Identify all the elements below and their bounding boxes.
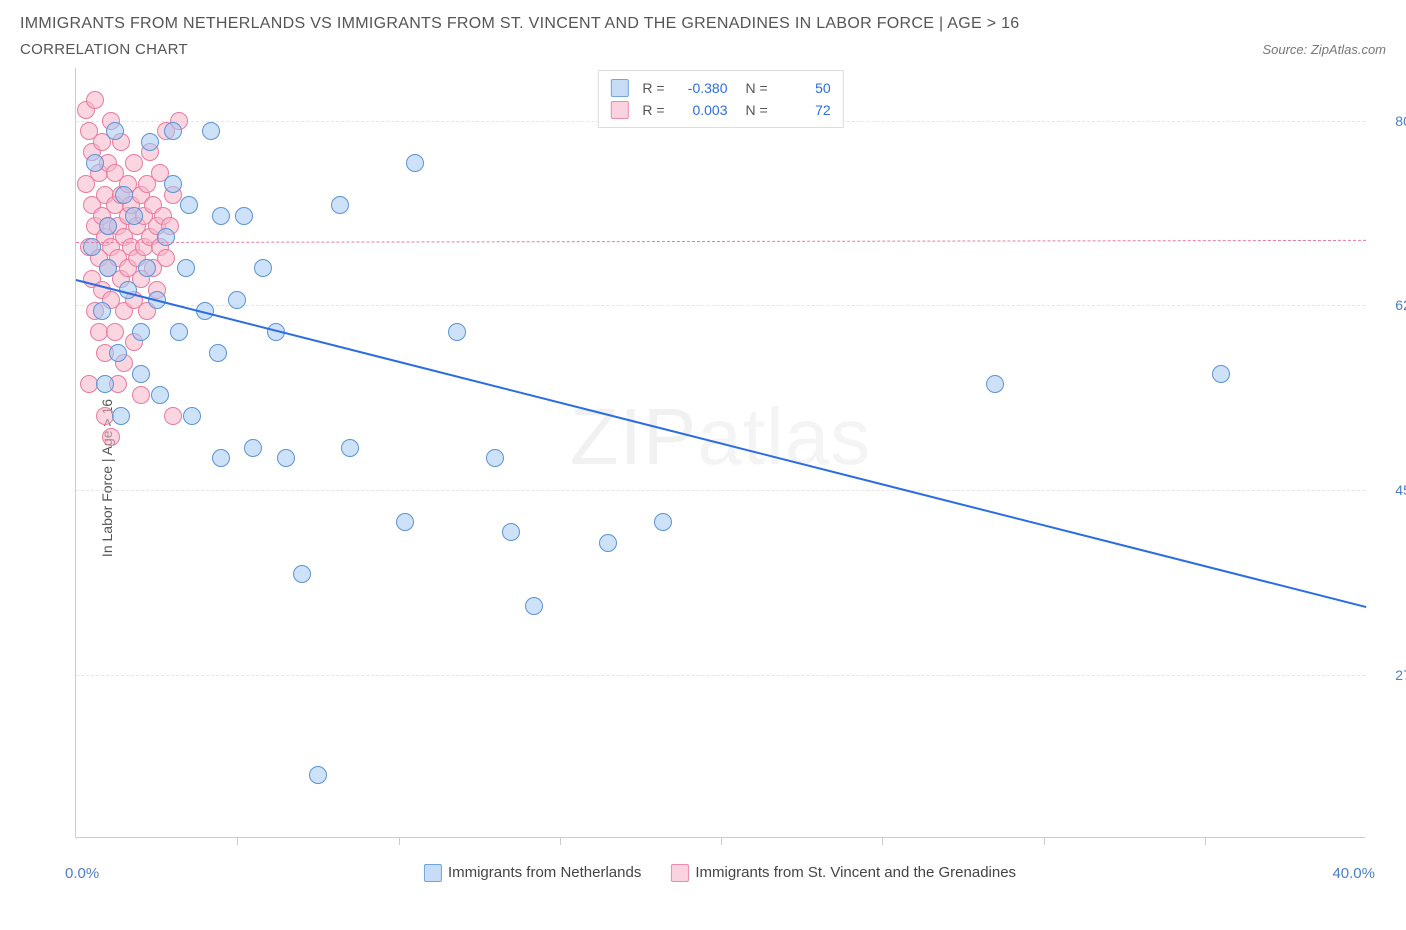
scatter-point	[277, 449, 295, 467]
gridline	[76, 675, 1365, 676]
correlation-legend-box: R = -0.380 N = 50 R = 0.003 N = 72	[597, 70, 843, 128]
scatter-point	[212, 207, 230, 225]
scatter-point	[86, 91, 104, 109]
scatter-point	[170, 323, 188, 341]
legend-item-2: Immigrants from St. Vincent and the Gren…	[671, 864, 1016, 882]
bottom-legend: Immigrants from Netherlands Immigrants f…	[424, 864, 1016, 882]
chart-subtitle: CORRELATION CHART	[20, 41, 188, 58]
scatter-point	[183, 407, 201, 425]
legend-label-1: Immigrants from Netherlands	[448, 864, 641, 881]
legend-label-2: Immigrants from St. Vincent and the Gren…	[695, 864, 1016, 881]
scatter-point	[157, 249, 175, 267]
scatter-point	[164, 175, 182, 193]
scatter-point	[151, 386, 169, 404]
scatter-point	[141, 133, 159, 151]
x-tick	[399, 837, 400, 845]
scatter-point	[125, 154, 143, 172]
scatter-point	[96, 375, 114, 393]
scatter-point	[448, 323, 466, 341]
stat-value-r-2: 0.003	[673, 102, 728, 118]
scatter-point	[212, 449, 230, 467]
scatter-point	[209, 344, 227, 362]
x-tick	[721, 837, 722, 845]
scatter-point	[132, 323, 150, 341]
scatter-point	[228, 291, 246, 309]
stat-row-series-2: R = 0.003 N = 72	[610, 99, 830, 121]
plot-area: ZIPatlas R = -0.380 N = 50 R = 0.003 N =…	[75, 68, 1365, 838]
scatter-point	[654, 513, 672, 531]
stat-label-r: R =	[642, 102, 664, 118]
stat-label-r: R =	[642, 80, 664, 96]
scatter-point	[525, 597, 543, 615]
source-attribution: Source: ZipAtlas.com	[1262, 42, 1386, 57]
scatter-point	[157, 228, 175, 246]
y-tick-label: 62.5%	[1375, 297, 1406, 313]
swatch-legend-2	[671, 864, 689, 882]
scatter-point	[986, 375, 1004, 393]
chart-container: In Labor Force | Age > 16 ZIPatlas R = -…	[20, 68, 1386, 888]
scatter-point	[244, 439, 262, 457]
y-tick-label: 80.0%	[1375, 113, 1406, 129]
stat-label-n: N =	[746, 80, 768, 96]
subtitle-row: CORRELATION CHART Source: ZipAtlas.com	[20, 41, 1386, 58]
scatter-point	[132, 365, 150, 383]
x-axis-min-label: 0.0%	[65, 865, 99, 882]
scatter-point	[180, 196, 198, 214]
trend-line	[76, 279, 1366, 608]
scatter-point	[106, 122, 124, 140]
scatter-point	[164, 407, 182, 425]
trend-line	[76, 240, 1366, 243]
swatch-series-1	[610, 79, 628, 97]
scatter-point	[341, 439, 359, 457]
swatch-legend-1	[424, 864, 442, 882]
scatter-point	[164, 122, 182, 140]
scatter-point	[1212, 365, 1230, 383]
scatter-point	[112, 407, 130, 425]
x-tick	[1205, 837, 1206, 845]
scatter-point	[86, 154, 104, 172]
x-tick	[882, 837, 883, 845]
scatter-point	[502, 523, 520, 541]
gridline	[76, 490, 1365, 491]
stat-value-n-2: 72	[776, 102, 831, 118]
stat-value-r-1: -0.380	[673, 80, 728, 96]
scatter-point	[115, 186, 133, 204]
chart-title: IMMIGRANTS FROM NETHERLANDS VS IMMIGRANT…	[20, 15, 1386, 33]
scatter-point	[486, 449, 504, 467]
scatter-point	[293, 565, 311, 583]
x-tick	[560, 837, 561, 845]
legend-item-1: Immigrants from Netherlands	[424, 864, 641, 882]
scatter-point	[406, 154, 424, 172]
scatter-point	[331, 196, 349, 214]
scatter-point	[138, 259, 156, 277]
y-tick-label: 27.5%	[1375, 667, 1406, 683]
scatter-point	[93, 302, 111, 320]
scatter-point	[125, 207, 143, 225]
y-tick-label: 45.0%	[1375, 482, 1406, 498]
scatter-point	[235, 207, 253, 225]
scatter-point	[396, 513, 414, 531]
scatter-point	[254, 259, 272, 277]
scatter-point	[106, 323, 124, 341]
scatter-point	[109, 344, 127, 362]
swatch-series-2	[610, 101, 628, 119]
scatter-point	[102, 428, 120, 446]
x-axis-max-label: 40.0%	[1332, 865, 1375, 882]
stat-label-n: N =	[746, 102, 768, 118]
scatter-point	[132, 386, 150, 404]
scatter-point	[99, 259, 117, 277]
x-tick	[237, 837, 238, 845]
x-tick	[1044, 837, 1045, 845]
x-axis-row: 0.0% Immigrants from Netherlands Immigra…	[75, 858, 1365, 888]
stat-row-series-1: R = -0.380 N = 50	[610, 77, 830, 99]
gridline	[76, 305, 1365, 306]
scatter-point	[309, 766, 327, 784]
scatter-point	[202, 122, 220, 140]
scatter-point	[599, 534, 617, 552]
scatter-point	[177, 259, 195, 277]
stat-value-n-1: 50	[776, 80, 831, 96]
scatter-point	[99, 217, 117, 235]
